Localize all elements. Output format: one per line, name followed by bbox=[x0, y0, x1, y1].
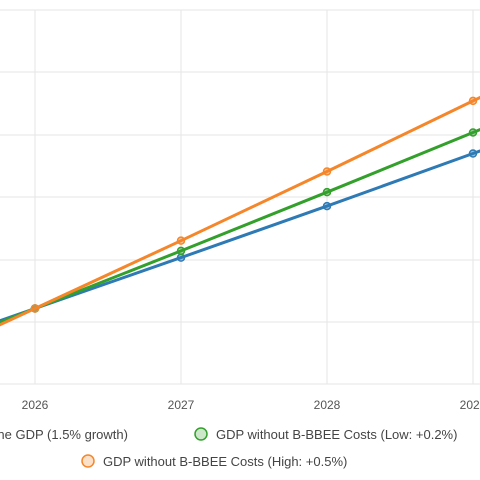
legend-label: GDP without B-BBEE Costs (Low: +0.2%) bbox=[216, 427, 457, 442]
x-tick-label: 2026 bbox=[22, 398, 49, 412]
x-tick-label: 2029 bbox=[460, 398, 480, 412]
series-line bbox=[0, 95, 480, 327]
data-point[interactable] bbox=[468, 96, 478, 106]
legend-label: Baseline GDP (1.5% growth) bbox=[0, 427, 128, 442]
series-line bbox=[0, 128, 480, 324]
data-point[interactable] bbox=[176, 236, 186, 245]
data-point[interactable] bbox=[30, 304, 40, 313]
series-line bbox=[0, 149, 480, 323]
x-axis: 2026 2027 2028 2029 bbox=[22, 398, 480, 412]
data-point[interactable] bbox=[176, 246, 186, 256]
legend-marker bbox=[81, 454, 95, 468]
data-point[interactable] bbox=[322, 201, 332, 211]
data-point[interactable] bbox=[322, 187, 332, 197]
data-point[interactable] bbox=[322, 167, 332, 176]
data-point[interactable] bbox=[468, 128, 478, 137]
series-lines bbox=[0, 95, 480, 327]
legend-marker bbox=[194, 427, 208, 441]
grid bbox=[0, 9, 480, 385]
legend: Baseline GDP (1.5% growth) GDP without B-… bbox=[0, 427, 457, 469]
x-tick-label: 2028 bbox=[314, 398, 341, 412]
legend-label: GDP without B-BBEE Costs (High: +0.5%) bbox=[103, 454, 347, 469]
data-point[interactable] bbox=[468, 149, 478, 158]
x-tick-label: 2027 bbox=[168, 398, 195, 412]
data-point[interactable] bbox=[176, 253, 186, 262]
